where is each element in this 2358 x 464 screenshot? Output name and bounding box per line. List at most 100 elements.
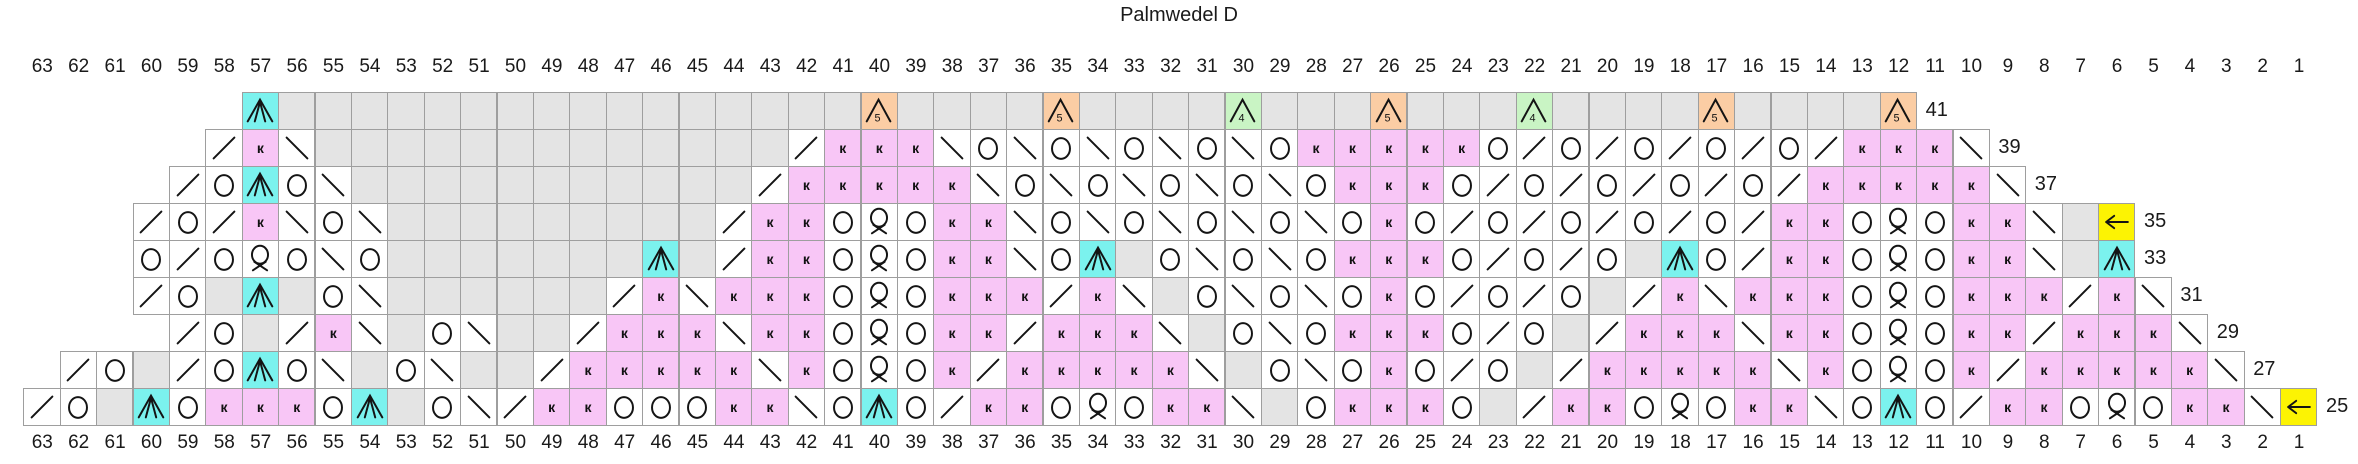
chart-cell-yarnover-icon bbox=[1188, 202, 1226, 241]
column-number: 62 bbox=[68, 56, 90, 77]
column-number: 8 bbox=[2039, 432, 2050, 453]
chart-cell-no-stitch bbox=[423, 91, 462, 130]
chart-cell-knit-tbl-symbol: к bbox=[1988, 313, 2027, 352]
chart-cell-left-decrease-icon bbox=[1115, 276, 1153, 315]
chart-cell-five-into-one-decrease-icon: 5 bbox=[860, 91, 898, 130]
chart-cell-no-stitch bbox=[387, 239, 425, 278]
chart-cell-no-stitch bbox=[642, 165, 680, 204]
chart-cell-no-stitch bbox=[896, 91, 935, 130]
column-number: 27 bbox=[1342, 56, 1364, 77]
knit-tbl-symbol: к bbox=[1822, 287, 1830, 304]
chart-cell-no-stitch bbox=[1260, 387, 1299, 426]
knit-tbl-symbol: к bbox=[1166, 361, 1174, 378]
knit-tbl-symbol: к bbox=[1348, 250, 1356, 267]
chart-cell-no-stitch bbox=[350, 128, 389, 167]
column-number: 46 bbox=[650, 56, 672, 77]
chart-cell-no-stitch bbox=[423, 202, 462, 241]
chart-cell-right-decrease-icon bbox=[1515, 387, 1554, 426]
chart-cell-yarnover-icon bbox=[1588, 165, 1626, 204]
column-number: 56 bbox=[286, 432, 308, 453]
chart-cell-knit-tbl-symbol: к bbox=[1624, 313, 1663, 352]
column-number: 19 bbox=[1633, 432, 1655, 453]
column-number: 25 bbox=[1414, 56, 1437, 77]
chart-cell-knit-tbl-symbol: к bbox=[1952, 239, 1990, 278]
chart-cell-no-stitch bbox=[496, 202, 534, 241]
column-number: 2 bbox=[2257, 56, 2268, 77]
chart-cell-yarnover-icon bbox=[1115, 128, 1153, 167]
knit-tbl-symbol: к bbox=[1094, 361, 1102, 378]
chart-cell-no-stitch bbox=[933, 91, 971, 130]
chart-cell-right-decrease-icon bbox=[1624, 165, 1663, 204]
chart-cell-right-decrease-icon bbox=[1588, 128, 1626, 167]
chart-cell-knit-tbl-symbol: к bbox=[969, 313, 1008, 352]
chart-cell-yarnover-icon bbox=[824, 350, 862, 389]
chart-cell-left-decrease-icon bbox=[1297, 350, 1335, 389]
chart-cell-left-decrease-icon bbox=[1188, 239, 1226, 278]
chart-cell-left-decrease-icon bbox=[350, 202, 389, 241]
chart-cell-no-stitch bbox=[314, 128, 352, 167]
column-number: 16 bbox=[1742, 432, 1764, 453]
chart-cell-knit-tbl-symbol: к bbox=[1697, 350, 1736, 389]
chart-cell-no-stitch bbox=[1188, 313, 1226, 352]
column-number: 60 bbox=[140, 56, 163, 77]
chart-cell-no-stitch bbox=[1224, 350, 1262, 389]
column-number: 27 bbox=[1342, 432, 1364, 453]
knit-tbl-symbol: к bbox=[1057, 324, 1065, 341]
knit-tbl-symbol: к bbox=[1203, 398, 1211, 415]
chart-cell-yarnover-icon bbox=[205, 313, 243, 352]
knit-tbl-symbol: к bbox=[1858, 139, 1866, 156]
chart-cell-left-arrow-icon bbox=[2098, 202, 2136, 241]
knit-tbl-symbol: к bbox=[802, 324, 810, 341]
chart-cell-knit-tbl-symbol: к bbox=[2025, 387, 2063, 426]
chart-cell-right-decrease-icon bbox=[569, 313, 607, 352]
column-number: 22 bbox=[1524, 56, 1546, 77]
chart-cell-no-stitch bbox=[569, 239, 607, 278]
knit-tbl-symbol: к bbox=[948, 213, 956, 230]
chart-cell-right-decrease-icon bbox=[1552, 350, 1590, 389]
chart-cell-left-decrease-icon bbox=[1115, 165, 1153, 204]
column-number: 30 bbox=[1232, 56, 1255, 77]
chart-cell-yarnover-icon bbox=[96, 350, 134, 389]
column-number: 40 bbox=[868, 432, 891, 453]
column-number: 8 bbox=[2039, 56, 2050, 77]
column-number: 24 bbox=[1451, 432, 1473, 453]
knit-tbl-symbol: к bbox=[2040, 287, 2048, 304]
knit-tbl-symbol: к bbox=[766, 324, 774, 341]
column-number: 62 bbox=[68, 432, 90, 453]
knit-tbl-symbol: к bbox=[329, 324, 337, 341]
chart-cell-left-decrease-icon bbox=[1260, 313, 1299, 352]
chart-cell-left-decrease-icon bbox=[2134, 276, 2172, 315]
chart-cell-knit-tbl-symbol: к bbox=[1770, 276, 1808, 315]
chart-cell-right-decrease-icon bbox=[1806, 128, 1845, 167]
knit-tbl-symbol: к bbox=[1967, 250, 1975, 267]
chart-cell-yarnover-icon bbox=[278, 350, 316, 389]
chart-cell-no-stitch bbox=[751, 128, 789, 167]
column-number: 7 bbox=[2075, 56, 2086, 77]
column-number: 47 bbox=[614, 56, 636, 77]
column-number: 9 bbox=[2002, 432, 2014, 453]
row-number-label: 37 bbox=[2034, 173, 2058, 195]
column-number: 53 bbox=[395, 432, 417, 453]
column-number: 42 bbox=[796, 432, 818, 453]
chart-cell-knit-tbl-symbol: к bbox=[933, 350, 971, 389]
chart-cell-knit-tbl-symbol: к bbox=[896, 128, 935, 167]
chart-cell-left-decrease-icon bbox=[1697, 276, 1736, 315]
chart-cell-right-decrease-icon bbox=[1479, 313, 1517, 352]
chart-cell-knit-tbl-symbol: к bbox=[2098, 313, 2136, 352]
chart-cell-centered-double-decrease-icon bbox=[860, 387, 898, 426]
chart-cell-yarnover-icon bbox=[168, 202, 207, 241]
chart-cell-yarnover-icon bbox=[1297, 165, 1335, 204]
chart-cell-right-decrease-icon bbox=[168, 165, 207, 204]
chart-cell-yarnover-icon bbox=[1188, 276, 1226, 315]
chart-cell-no-stitch bbox=[1297, 91, 1335, 130]
knit-tbl-symbol: к bbox=[1385, 139, 1393, 156]
chart-cell-yarnover-icon bbox=[1479, 350, 1517, 389]
chart-cell-knit-tbl-symbol: к bbox=[1442, 128, 1481, 167]
chart-cell-knit-tbl-symbol: к bbox=[1370, 128, 1408, 167]
column-number: 6 bbox=[2111, 56, 2123, 77]
knit-tbl-symbol: к bbox=[2113, 361, 2121, 378]
svg-text:4: 4 bbox=[1530, 112, 1536, 124]
chart-cell-knit-tbl-symbol: к bbox=[714, 276, 753, 315]
column-number: 52 bbox=[432, 56, 454, 77]
column-number: 1 bbox=[2293, 56, 2305, 77]
